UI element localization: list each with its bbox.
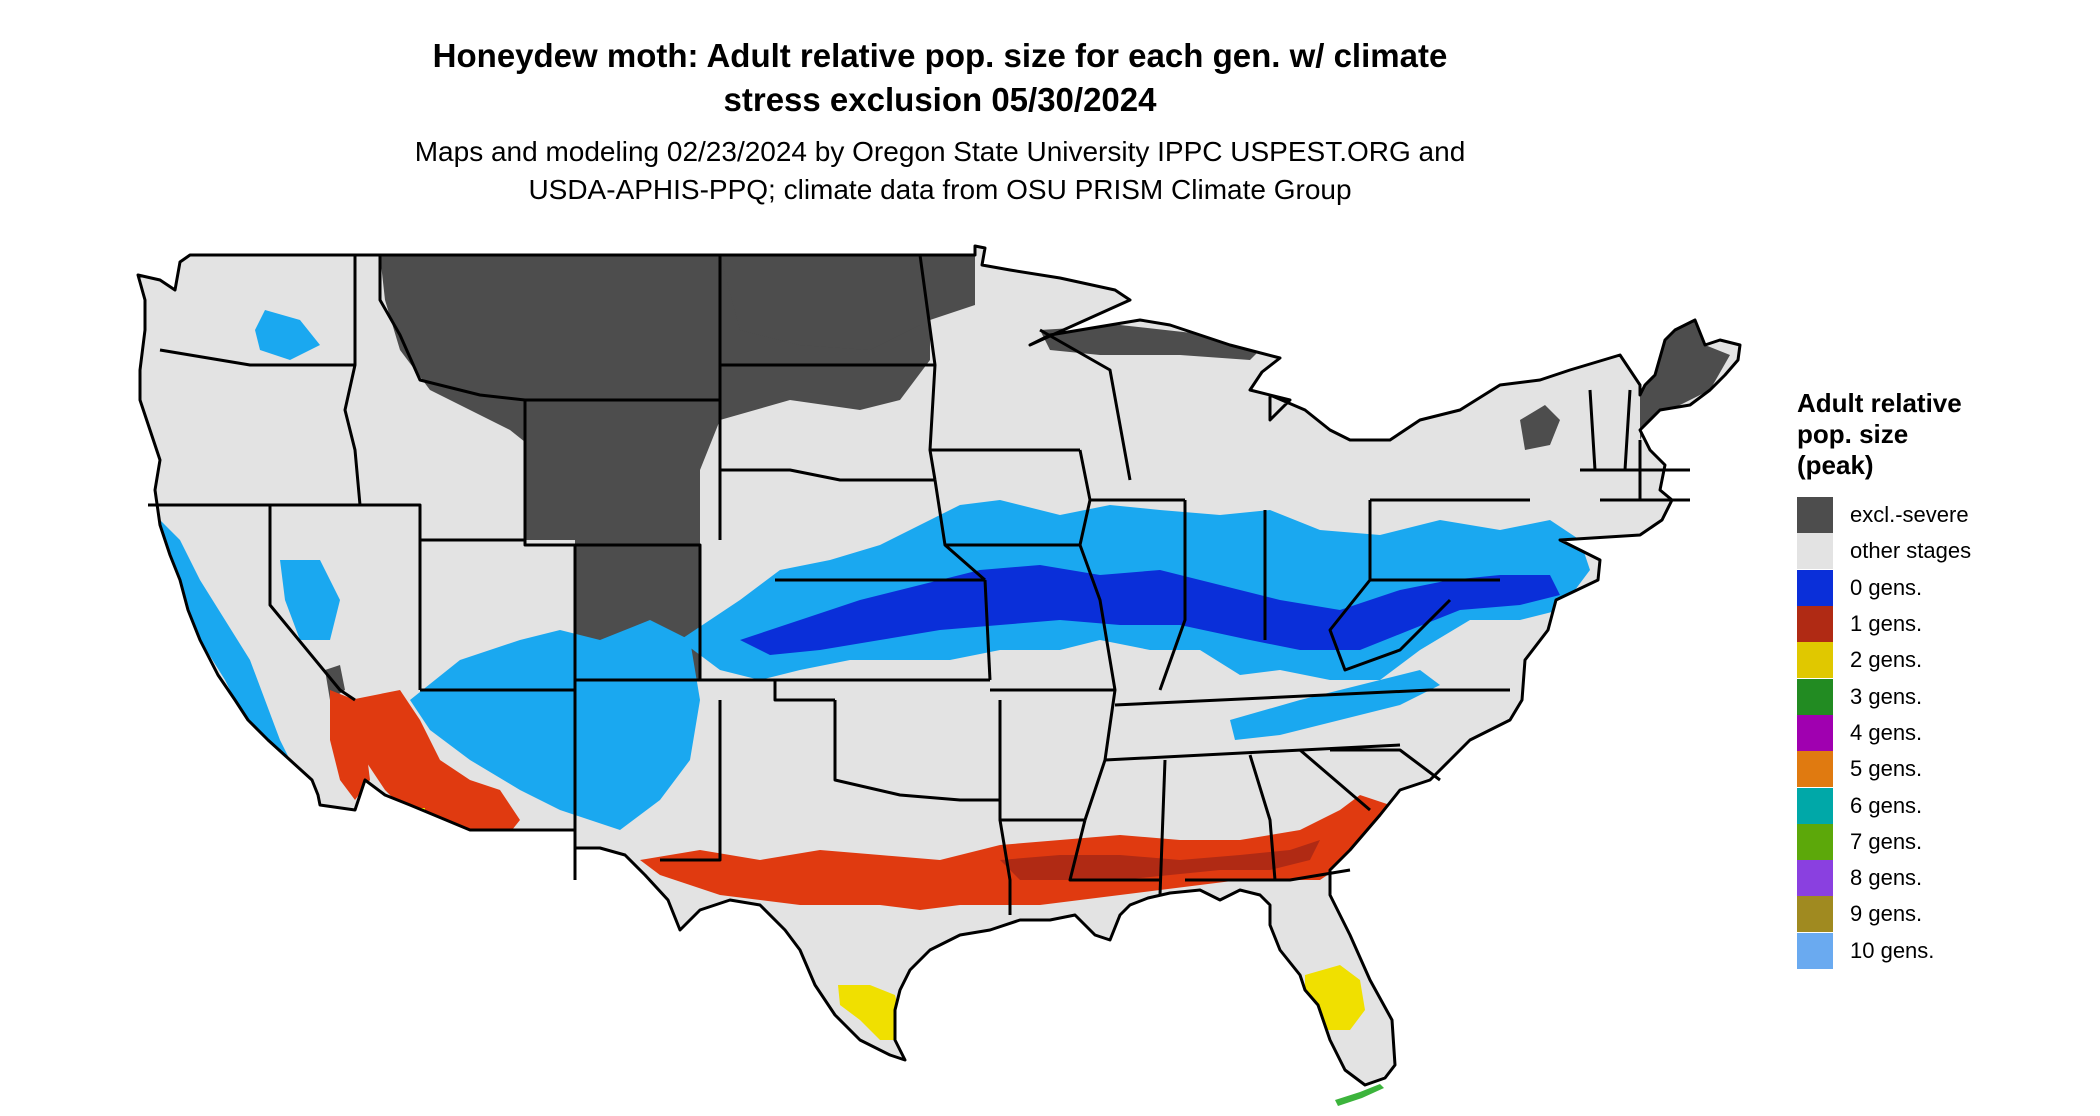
state-border-ne-ia xyxy=(933,479,986,582)
legend-title-line-3: (peak) xyxy=(1797,450,1874,480)
legend-item: 0 gens. xyxy=(1797,569,2087,606)
state-border-sd-ne xyxy=(720,468,935,482)
state-border-al-ga xyxy=(1248,754,1277,881)
state-border-nm-tx xyxy=(660,700,722,862)
legend-item: 1 gens. xyxy=(1797,606,2087,643)
legend-item: 2 gens. xyxy=(1797,642,2087,679)
state-borders xyxy=(136,244,1742,1087)
state-border-id-ut xyxy=(360,503,525,542)
state-border-wy-co xyxy=(575,543,702,680)
legend-label: other stages xyxy=(1850,538,1972,564)
map-subtitle: Maps and modeling 02/23/2024 by Oregon S… xyxy=(240,133,1640,209)
legend-item: 6 gens. xyxy=(1797,787,2087,824)
us-map xyxy=(136,244,1742,1106)
zero-gens-southwest-mountains xyxy=(410,620,700,830)
legend-swatch xyxy=(1797,932,1833,969)
legend-swatch xyxy=(1797,678,1833,715)
legend-item: excl.-severe xyxy=(1797,497,2087,534)
state-border-new-england xyxy=(1580,440,1690,502)
legend-title: Adult relative pop. size (peak) xyxy=(1797,388,2087,481)
state-border-tn-south xyxy=(1104,743,1401,762)
legend-swatch xyxy=(1797,860,1833,897)
three-gens-florida-keys xyxy=(1335,1084,1384,1106)
two-gens-south-texas xyxy=(838,985,900,1040)
excluded-region-lake-superior-shore xyxy=(1040,325,1260,360)
map-overlay-layers xyxy=(160,255,1730,1040)
legend-swatch xyxy=(1797,714,1833,751)
state-border-nc-sc xyxy=(1330,748,1441,782)
legend-label: 0 gens. xyxy=(1850,574,1923,600)
state-border-wa-or xyxy=(159,348,355,367)
legend-title-line-1: Adult relative xyxy=(1797,388,1962,418)
state-border-mo-ks xyxy=(983,579,992,681)
map-subtitle-line-1: Maps and modeling 02/23/2024 by Oregon S… xyxy=(414,136,1466,167)
legend-item: 4 gens. xyxy=(1797,714,2087,751)
legend-item: 5 gens. xyxy=(1797,751,2087,788)
legend-label: 10 gens. xyxy=(1850,937,1935,963)
legend-item: 7 gens. xyxy=(1797,823,2087,860)
zero-gens-appalachian xyxy=(1230,670,1440,740)
state-border-ok-tx xyxy=(833,700,1000,802)
state-border-wy-ut-co xyxy=(523,400,577,690)
state-border-ca-nv xyxy=(268,505,356,702)
legend-swatch xyxy=(1797,497,1833,534)
map-title: Honeydew moth: Adult relative pop. size … xyxy=(240,34,1640,122)
excluded-region-adirondacks xyxy=(1520,405,1560,450)
map-subtitle-line-2: USDA-APHIS-PPQ; climate data from OSU PR… xyxy=(528,174,1352,205)
legend-label: 3 gens. xyxy=(1850,683,1923,709)
legend-label: excl.-severe xyxy=(1850,502,1969,528)
state-border-wv xyxy=(1328,579,1452,672)
state-border-il-in xyxy=(1158,500,1187,691)
state-border-la-tx xyxy=(998,819,1012,915)
legend-label: 5 gens. xyxy=(1850,756,1923,782)
legend-swatch xyxy=(1797,533,1833,570)
zero-gens-california-coast xyxy=(160,520,300,790)
state-border-id-mt xyxy=(378,255,526,402)
legend-swatch xyxy=(1797,569,1833,606)
one-gen-arizona xyxy=(350,690,520,850)
legend-swatch xyxy=(1797,751,1833,788)
us-land-base xyxy=(138,246,1740,1085)
state-border-ga-fl xyxy=(1185,868,1351,882)
legend-items: excl.-severe other stages 0 gens. 1 gens… xyxy=(1797,497,2087,969)
legend-item: 9 gens. xyxy=(1797,896,2087,933)
legend-swatch xyxy=(1797,642,1833,679)
legend-item: 8 gens. xyxy=(1797,860,2087,897)
map-title-line-1: Honeydew moth: Adult relative pop. size … xyxy=(432,37,1448,74)
legend-label: 7 gens. xyxy=(1850,828,1923,854)
state-border-mn-west xyxy=(918,254,937,481)
zero-gens-band-core xyxy=(740,565,1560,655)
legend: Adult relative pop. size (peak) excl.-se… xyxy=(1797,388,2087,969)
state-border-la-ms xyxy=(1068,819,1160,882)
legend-swatch xyxy=(1797,787,1833,824)
legend-swatch xyxy=(1797,606,1833,643)
legend-swatch xyxy=(1797,823,1833,860)
state-border-id-west xyxy=(343,255,362,506)
zero-gens-washington xyxy=(255,310,320,360)
legend-label: 8 gens. xyxy=(1850,865,1923,891)
state-border-ms-al xyxy=(1158,759,1167,896)
legend-item: other stages xyxy=(1797,533,2087,570)
one-gen-socal xyxy=(330,690,370,800)
excluded-region-wyoming xyxy=(525,400,700,680)
legend-label: 6 gens. xyxy=(1850,792,1923,818)
state-border-ga-sc xyxy=(1299,748,1371,812)
legend-label: 9 gens. xyxy=(1850,901,1923,927)
state-border-wi-mi xyxy=(1039,328,1132,481)
excluded-region-minnesota-north xyxy=(720,255,920,350)
state-border-nm-co-ok xyxy=(575,678,835,702)
legend-swatch xyxy=(1797,896,1833,933)
legend-item: 10 gens. xyxy=(1797,932,2087,969)
legend-item: 3 gens. xyxy=(1797,678,2087,715)
legend-label: 1 gens. xyxy=(1850,611,1923,637)
map-title-line-2: stress exclusion 05/30/2024 xyxy=(723,81,1157,118)
state-border-ky-tn xyxy=(1114,688,1431,707)
legend-label: 2 gens. xyxy=(1850,647,1923,673)
zero-gens-nevada-ranges xyxy=(280,560,340,640)
legend-label: 4 gens. xyxy=(1850,719,1923,745)
legend-title-line-2: pop. size xyxy=(1797,419,1909,449)
